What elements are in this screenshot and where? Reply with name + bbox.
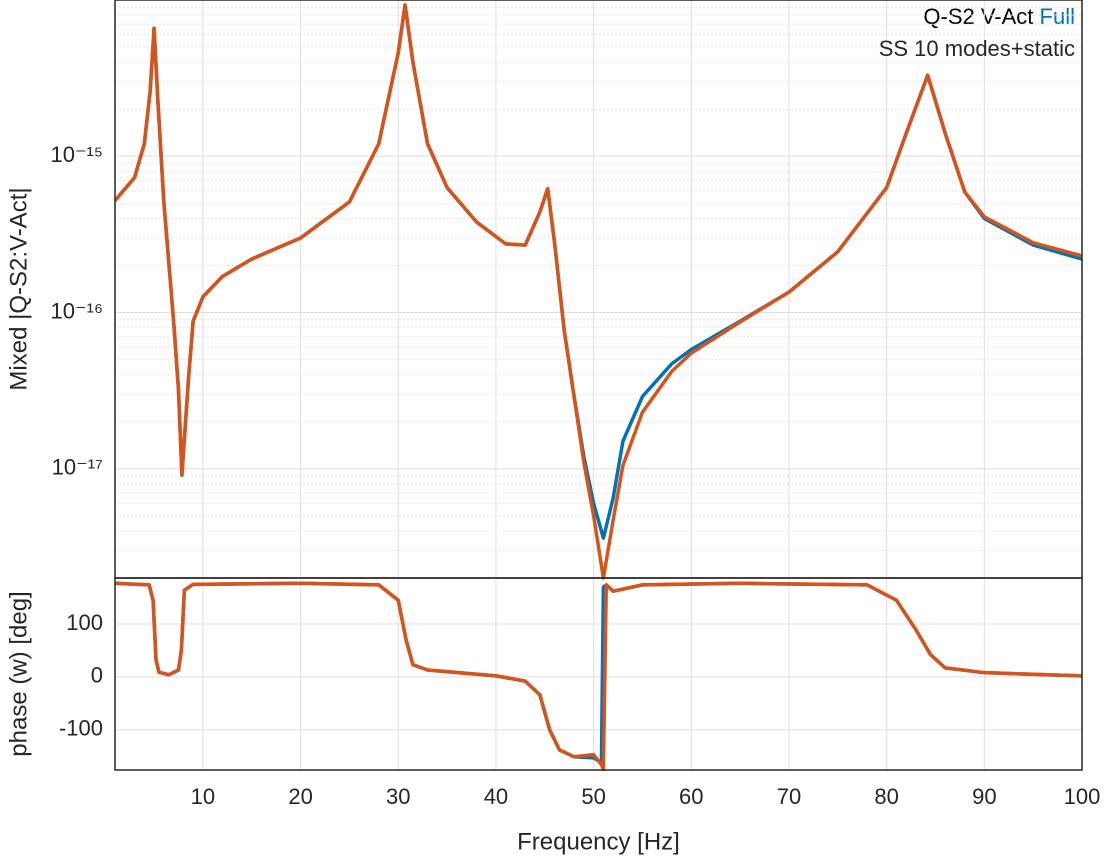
y-tick-label: 10⁻¹⁵ xyxy=(50,142,103,167)
y-axis-label: phase (w) [deg] xyxy=(5,591,32,756)
x-axis-label: Frequency [Hz] xyxy=(517,828,680,855)
y-tick-label: 10⁻¹⁶ xyxy=(51,298,103,323)
y-tick-label: 0 xyxy=(91,663,103,688)
series-line xyxy=(115,3,1082,540)
legend-entry: SS 10 modes+static xyxy=(879,36,1075,61)
x-tick-label: 70 xyxy=(777,784,801,809)
legend-entry: Full xyxy=(1040,4,1075,29)
series-line xyxy=(115,581,1082,765)
x-tick-label: 100 xyxy=(1064,784,1101,809)
x-tick-label: 20 xyxy=(288,784,312,809)
x-tick-label: 90 xyxy=(972,784,996,809)
legend-line: Q-S2 V-Act Full xyxy=(923,4,1075,29)
y-tick-label: 100 xyxy=(66,610,103,635)
y-axis-label: Mixed |Q-S2:V-Act| xyxy=(5,187,32,390)
x-tick-label: 10 xyxy=(191,784,215,809)
x-tick-label: 60 xyxy=(679,784,703,809)
y-tick-label: 10⁻¹⁷ xyxy=(52,455,103,480)
axes-box xyxy=(114,0,1083,579)
axes-box xyxy=(114,577,1083,771)
x-tick-label: 40 xyxy=(484,784,508,809)
x-tick-label: 30 xyxy=(386,784,410,809)
series-line xyxy=(115,581,1082,772)
x-tick-label: 80 xyxy=(874,784,898,809)
y-tick-label: -100 xyxy=(59,716,103,741)
series-line xyxy=(115,3,1082,580)
x-tick-label: 50 xyxy=(581,784,605,809)
